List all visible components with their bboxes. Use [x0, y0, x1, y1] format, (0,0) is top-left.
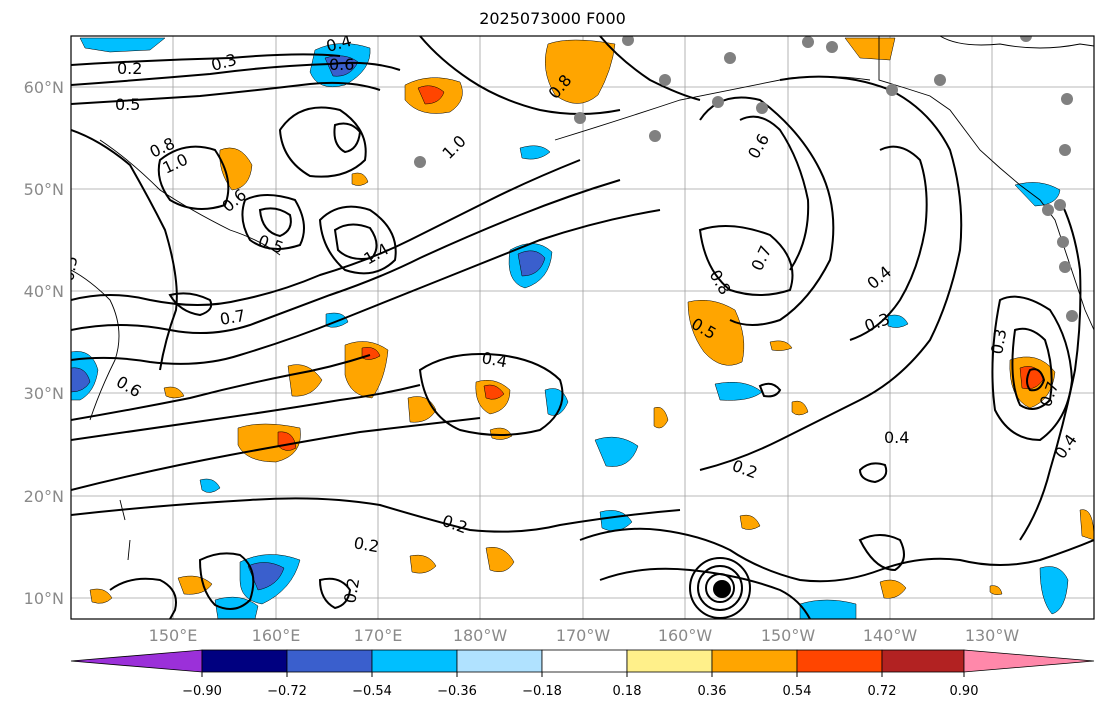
fill-blob-orange-13	[89, 588, 113, 604]
fill-blob-orange-22	[739, 514, 761, 530]
colorbar-swatch	[626, 649, 713, 673]
fill-blob-midblue-3	[71, 367, 91, 393]
colorbar-swatch	[456, 649, 543, 673]
colorbar-extend-max	[963, 649, 1095, 673]
contour-label: 0.5	[58, 254, 81, 282]
fill-blob-blue-13	[1039, 566, 1069, 615]
fill-blob-orange-7	[287, 364, 323, 397]
contour-label: 0.4	[884, 428, 909, 447]
fill-blob-orange-16	[879, 579, 907, 599]
latitude-label: 60°N	[23, 78, 64, 97]
fill-blob-red-1	[417, 85, 445, 105]
fill-blob-orange-18	[769, 340, 793, 351]
colorbar-swatch	[541, 649, 628, 673]
station-dots	[414, 36, 1078, 322]
longitude-label: 170°E	[353, 626, 403, 645]
colorbar-tick-label: 0.36	[697, 684, 727, 699]
fill-blob-orange-25	[989, 585, 1003, 595]
fill-blob-orange-24	[163, 386, 185, 399]
contour-label: 0.7	[218, 306, 246, 329]
colorbar-tick-label: 0.90	[949, 684, 979, 699]
longitude-label: 180°W	[452, 626, 508, 645]
map-border	[70, 35, 1095, 620]
contour-label: 0.2	[352, 533, 380, 556]
fill-blob-orange-20	[653, 407, 669, 429]
fill-blob-midblue-4	[247, 562, 285, 591]
fill-blob-orange-12	[177, 575, 213, 595]
contour-label: 0.2	[340, 576, 363, 604]
longitude-label: 170°W	[555, 626, 611, 645]
longitude-label: 130°W	[964, 626, 1020, 645]
colorbar-tick-label: 0.18	[612, 684, 642, 699]
cyclone-contours	[689, 557, 751, 619]
colorbar	[70, 649, 1095, 677]
fill-blob-orange-2	[544, 39, 616, 104]
fill-blob-blue-1	[79, 37, 166, 53]
fill-blob-midblue-2	[517, 250, 546, 277]
fill-blob-blue-4	[519, 145, 551, 160]
fill-blob-red-3	[483, 384, 505, 400]
fill-blob-orange-23	[351, 172, 369, 186]
fill-blob-blue-9	[1014, 182, 1061, 207]
colorbar-swatch	[371, 649, 458, 673]
contour-label: 0.4	[480, 348, 508, 371]
fill-blob-blue-7	[594, 436, 639, 467]
colorbar-tick-label: −0.90	[182, 684, 222, 699]
longitude-label: 150°W	[760, 626, 816, 645]
contour-label: 0.3	[987, 327, 1010, 355]
colorbar-swatch	[201, 649, 288, 673]
colorbar-tick-label: −0.72	[267, 684, 307, 699]
fill-blob-orange-17	[1079, 509, 1094, 541]
contour-label: 0.2	[117, 59, 142, 78]
fill-blob-orange-19	[791, 400, 809, 416]
colorbar-tick-label: −0.18	[522, 684, 562, 699]
longitude-label: 160°E	[251, 626, 301, 645]
contour-label: 0.4	[324, 31, 354, 56]
fill-blob-orange-3	[844, 37, 896, 61]
colorbar-tick-label: −0.54	[352, 684, 392, 699]
contour-lines	[71, 36, 1094, 619]
longitude-label: 160°W	[657, 626, 713, 645]
fill-blob-orange-5	[687, 300, 745, 366]
longitude-label: 150°E	[148, 626, 198, 645]
fill-blob-blue-14	[799, 599, 857, 619]
colorbar-swatch	[286, 649, 373, 673]
fill-blob-orange-14	[409, 554, 437, 574]
fill-blob-blue-15	[199, 478, 221, 493]
fill-blob-orange-21	[489, 427, 513, 440]
colorbar-tick-label: 0.54	[782, 684, 812, 699]
colorbar-tick-label: 0.72	[867, 684, 897, 699]
latitude-label: 40°N	[23, 282, 64, 301]
colorbar-extend-min	[70, 649, 203, 673]
cyclone-center-marker	[713, 580, 731, 598]
latitude-label: 30°N	[23, 384, 64, 403]
latitude-label: 10°N	[23, 589, 64, 608]
contour-label: 0.5	[115, 95, 140, 114]
fill-blob-orange-15	[485, 547, 515, 572]
latitude-label: 50°N	[23, 180, 64, 199]
colorbar-tick-label: −0.36	[437, 684, 477, 699]
latitude-label: 20°N	[23, 487, 64, 506]
coastlines	[71, 36, 1094, 561]
colorbar-swatch	[881, 649, 965, 673]
colorbar-swatch	[796, 649, 883, 673]
map-title: 2025073000 F000	[479, 9, 626, 28]
fill-blob-blue-17	[887, 314, 909, 328]
longitude-label: 140°W	[862, 626, 918, 645]
colorbar-swatch	[711, 649, 798, 673]
contour-label: 0.6	[329, 55, 354, 74]
